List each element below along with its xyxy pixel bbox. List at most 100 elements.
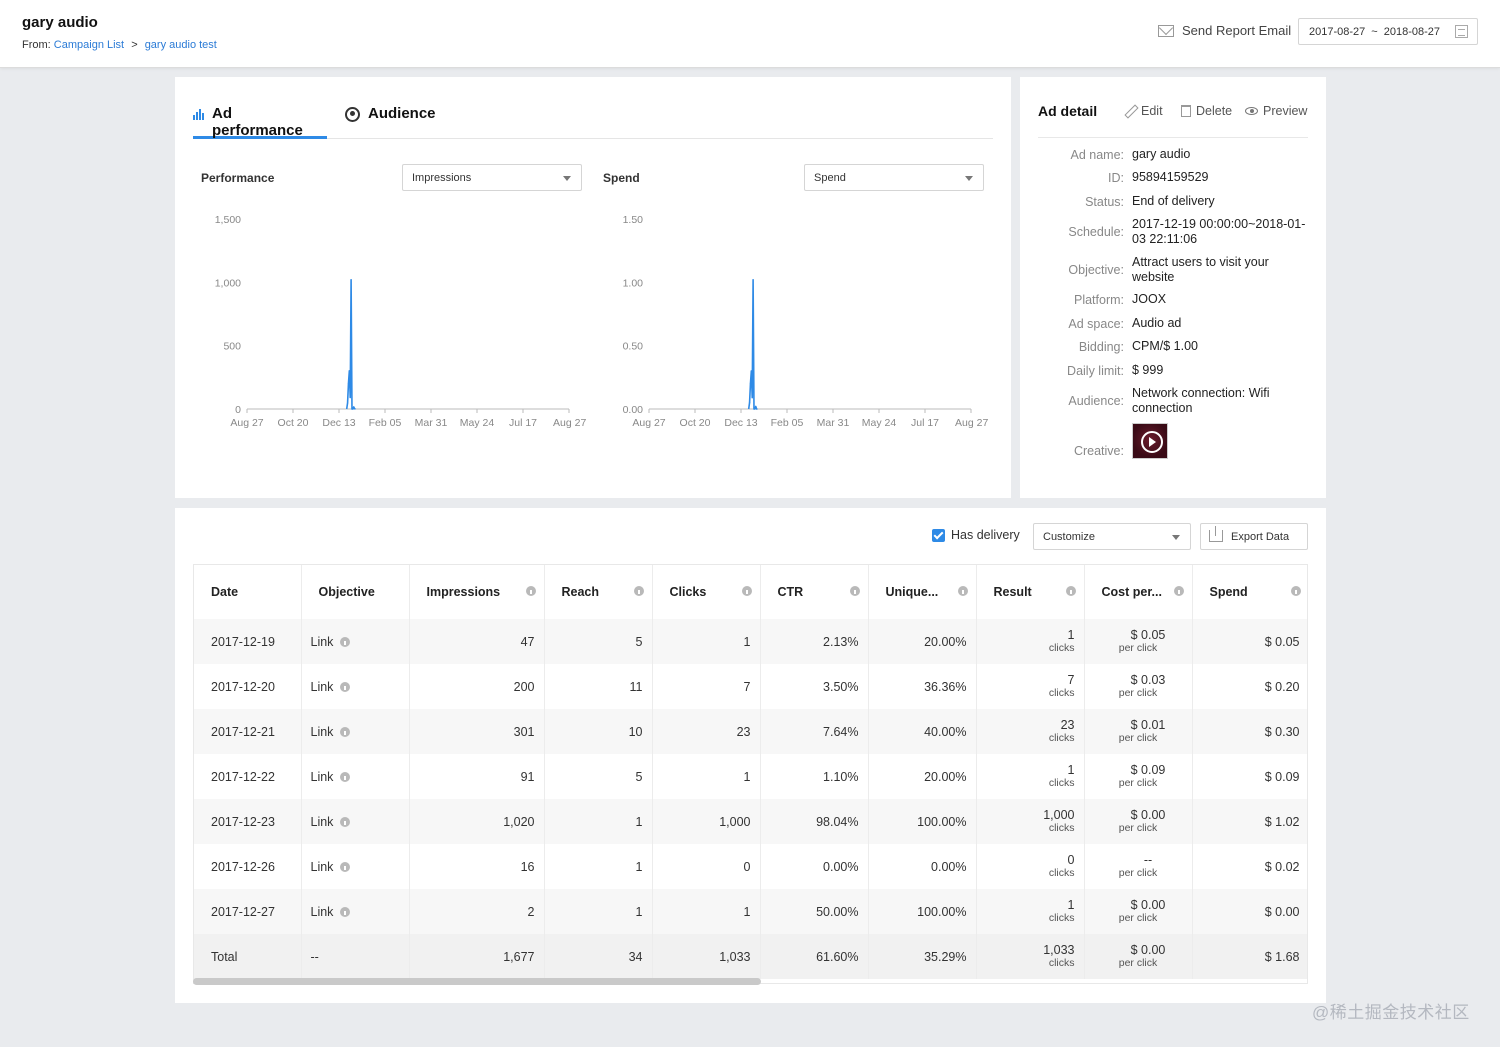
- info-icon[interactable]: [633, 586, 644, 596]
- info-icon[interactable]: [340, 726, 351, 737]
- export-data-button[interactable]: Export Data: [1200, 523, 1308, 550]
- cell-cost-per: $ 0.00 per click: [1084, 799, 1193, 844]
- info-icon[interactable]: [340, 861, 351, 872]
- cell-impressions: 2: [409, 889, 545, 934]
- tab-audience[interactable]: Audience: [345, 103, 436, 139]
- tab-ad-performance[interactable]: Ad performance: [193, 103, 327, 139]
- cell-clicks: 23: [652, 709, 761, 754]
- x-tick-label: Aug 27: [230, 417, 263, 429]
- creative-thumbnail[interactable]: [1132, 423, 1168, 459]
- cell-reach: 1: [544, 799, 653, 844]
- detail-key: ID:: [1108, 170, 1124, 185]
- send-report-label: Send Report Email: [1182, 23, 1292, 38]
- cell-unique: 100.00%: [868, 799, 977, 844]
- horizontal-scrollbar[interactable]: [193, 978, 761, 985]
- performance-metric-select[interactable]: Impressions: [402, 164, 582, 191]
- spend-metric-select[interactable]: Spend: [804, 164, 984, 191]
- customize-select[interactable]: Customize: [1033, 523, 1191, 550]
- table-row: 2017-12-22 Link 91 5 1 1.10% 20.00% 1 clicks $ 0.…: [194, 754, 1307, 799]
- info-icon[interactable]: [340, 681, 351, 692]
- col-header-result[interactable]: Result: [976, 565, 1085, 619]
- col-header-impressions[interactable]: Impressions: [409, 565, 545, 619]
- x-tick-label: Mar 31: [415, 417, 448, 429]
- col-header-unique[interactable]: Unique...: [868, 565, 977, 619]
- x-tick-label: Oct 20: [278, 417, 309, 429]
- series-line: [747, 279, 758, 410]
- breadcrumb-campaign-list[interactable]: Campaign List: [53, 39, 125, 51]
- pencil-icon: [1124, 105, 1136, 117]
- x-tick-label: Aug 27: [955, 417, 988, 429]
- cell-unique: 0.00%: [868, 844, 977, 889]
- delete-button[interactable]: Delete: [1181, 104, 1232, 118]
- send-report-email-button[interactable]: Send Report Email: [1158, 23, 1291, 38]
- col-header-objective[interactable]: Objective: [301, 565, 410, 619]
- col-header-ctr[interactable]: CTR: [760, 565, 869, 619]
- eye-icon: [1245, 107, 1258, 115]
- info-icon[interactable]: [849, 586, 860, 596]
- cell-date: Total: [194, 934, 302, 979]
- cell-objective: Link: [301, 799, 410, 844]
- cell-cost-per: $ 0.05 per click: [1084, 619, 1193, 664]
- info-icon[interactable]: [1065, 586, 1076, 596]
- cell-clicks: 1,033: [652, 934, 761, 979]
- ad-detail-panel: Ad detail Edit Delete Preview Ad name: ga…: [1020, 77, 1326, 498]
- cell-spend: $ 0.20: [1192, 664, 1307, 709]
- data-point: [754, 408, 756, 410]
- trash-icon: [1181, 105, 1191, 117]
- select-value: Spend: [814, 171, 846, 184]
- ad-detail-header: Ad detail Edit Delete Preview: [1038, 102, 1308, 138]
- preview-button[interactable]: Preview: [1245, 104, 1307, 118]
- cell-clicks: 1: [652, 889, 761, 934]
- data-point: [354, 408, 356, 410]
- detail-row-ad-name: Ad name: gary audio: [1038, 147, 1318, 162]
- table-row: 2017-12-19 Link 47 5 1 2.13% 20.00% 1 clicks $ 0.…: [194, 619, 1307, 664]
- data-point: [756, 408, 758, 410]
- info-icon[interactable]: [340, 906, 351, 917]
- breadcrumb-from-label: From:: [22, 39, 51, 51]
- x-tick-label: Jul 17: [911, 417, 939, 429]
- cell-result: 1,000 clicks: [976, 799, 1085, 844]
- edit-button[interactable]: Edit: [1124, 104, 1163, 118]
- data-point: [755, 405, 757, 408]
- info-icon[interactable]: [1290, 586, 1301, 596]
- detail-row-objective: Objective: Attract users to visit your we…: [1038, 255, 1318, 285]
- col-header-reach[interactable]: Reach: [544, 565, 653, 619]
- series-line: [345, 279, 356, 410]
- col-header-date[interactable]: Date: [194, 565, 302, 619]
- info-icon[interactable]: [525, 586, 536, 596]
- y-tick-label: 0.50: [623, 341, 644, 353]
- cell-reach: 5: [544, 754, 653, 799]
- cell-spend: $ 1.02: [1192, 799, 1307, 844]
- cell-spend: $ 0.00: [1192, 889, 1307, 934]
- cell-unique: 36.36%: [868, 664, 977, 709]
- performance-panel: Ad performance Audience Performance Impr…: [175, 77, 1011, 498]
- data-table: Date Objective Impressions Reach Clicks …: [193, 564, 1308, 984]
- info-icon[interactable]: [741, 586, 752, 596]
- has-delivery-toggle[interactable]: Has delivery: [932, 528, 1020, 542]
- col-header-spend[interactable]: Spend: [1192, 565, 1307, 619]
- chevron-down-icon: [965, 176, 973, 181]
- date-range-picker[interactable]: 2017-08-27 ~ 2018-08-27: [1298, 18, 1478, 45]
- info-icon[interactable]: [957, 586, 968, 596]
- cell-cost-per: $ 0.01 per click: [1084, 709, 1193, 754]
- checkbox-checked-icon[interactable]: [932, 528, 945, 542]
- info-icon[interactable]: [340, 771, 351, 782]
- cell-objective: Link: [301, 889, 410, 934]
- cell-date: 2017-12-26: [194, 844, 302, 889]
- cell-impressions: 1,677: [409, 934, 545, 979]
- col-header-clicks[interactable]: Clicks: [652, 565, 761, 619]
- cell-cost-per: $ 0.00 per click: [1084, 934, 1193, 979]
- breadcrumb-campaign[interactable]: gary audio test: [144, 39, 217, 51]
- edit-label: Edit: [1141, 104, 1163, 118]
- info-icon[interactable]: [340, 816, 351, 827]
- col-header-cost-per[interactable]: Cost per...: [1084, 565, 1193, 619]
- cell-result: 0 clicks: [976, 844, 1085, 889]
- x-tick-label: May 24: [862, 417, 897, 429]
- detail-key: Ad name:: [1070, 147, 1124, 162]
- calendar-icon: [1455, 25, 1468, 38]
- detail-value: Audio ad: [1132, 316, 1182, 330]
- info-icon[interactable]: [1173, 586, 1184, 596]
- info-icon[interactable]: [340, 636, 351, 647]
- cell-objective: Link: [301, 619, 410, 664]
- x-tick-label: May 24: [460, 417, 495, 429]
